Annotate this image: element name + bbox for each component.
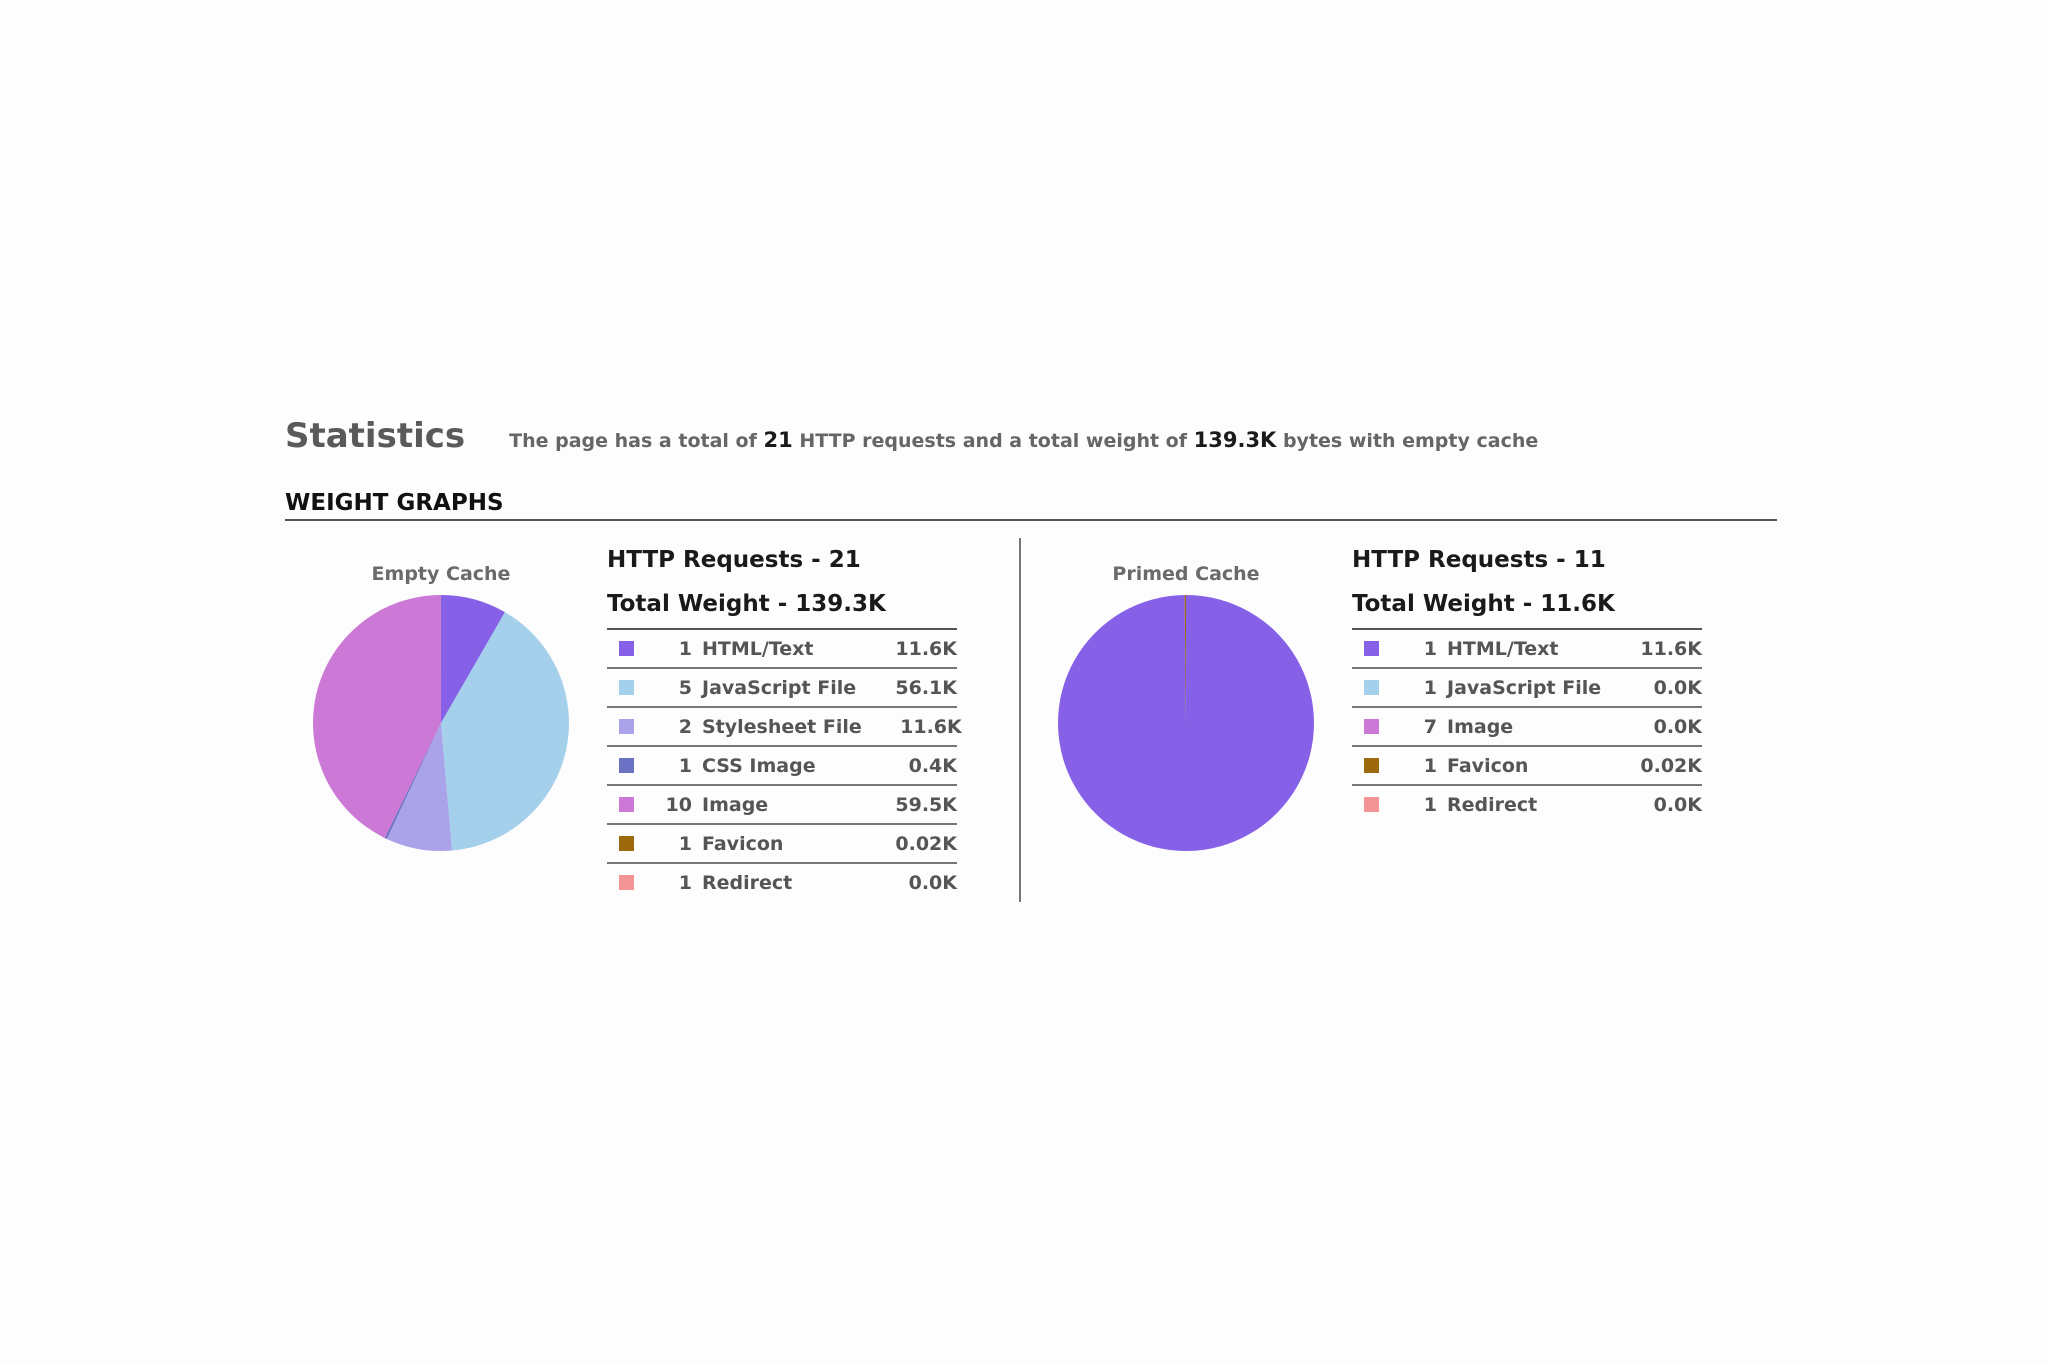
legend-count: 1 [1423, 754, 1437, 777]
legend-size: 0.4K [908, 754, 957, 777]
empty-cache-table-rule [607, 628, 957, 630]
weight-graphs-heading: WEIGHT GRAPHS [285, 490, 504, 516]
legend-count: 10 [665, 793, 692, 816]
legend-swatch [1364, 719, 1379, 734]
legend-type: HTML/Text [702, 637, 814, 660]
empty-cache-requests-heading: HTTP Requests - 21 [607, 547, 861, 573]
legend-row: 1 JavaScript File 0.0K [1352, 667, 1702, 706]
legend-swatch [1364, 680, 1379, 695]
legend-row: 1 HTML/Text 11.6K [1352, 630, 1702, 667]
legend-swatch [619, 875, 634, 890]
legend-row: 7 Image 0.0K [1352, 706, 1702, 745]
section-divider [285, 519, 1777, 521]
legend-count: 1 [678, 637, 692, 660]
legend-count: 5 [678, 676, 692, 699]
legend-swatch [619, 797, 634, 812]
legend-size: 0.02K [1640, 754, 1702, 777]
primed-cache-table-rule [1352, 628, 1702, 630]
empty-cache-legend-table: 1 HTML/Text 11.6K 5 JavaScript File 56.1… [607, 630, 962, 901]
legend-row: 1 Favicon 0.02K [607, 823, 957, 862]
statistics-header: Statistics The page has a total of 21 HT… [285, 416, 1538, 466]
legend-count: 1 [1423, 676, 1437, 699]
pie-slice-html-text [441, 595, 505, 723]
legend-count: 1 [678, 871, 692, 894]
legend-type: Image [702, 793, 769, 816]
legend-type: Favicon [702, 832, 784, 855]
legend-swatch [1364, 641, 1379, 656]
legend-size: 0.0K [1653, 676, 1702, 699]
summary-total-weight: 139.3K [1193, 428, 1277, 452]
legend-swatch [619, 758, 634, 773]
legend-size: 11.6K [895, 637, 957, 660]
legend-row: 1 Redirect 0.0K [1352, 784, 1702, 823]
primed-cache-pie-chart [1058, 595, 1314, 851]
pie-slice-stylesheet-file [386, 723, 453, 851]
pie-slice-favicon [1184, 595, 1186, 723]
vertical-divider [1019, 538, 1021, 902]
legend-swatch [619, 836, 634, 851]
legend-type: JavaScript File [702, 676, 857, 699]
legend-count: 1 [1423, 793, 1437, 816]
legend-type: Redirect [1447, 793, 1538, 816]
summary-middle: HTTP requests and a total weight of [799, 430, 1187, 452]
summary-prefix: The page has a total of [509, 430, 757, 452]
legend-size: 0.0K [1653, 715, 1702, 738]
legend-row: 1 CSS Image 0.4K [607, 745, 957, 784]
legend-swatch [1364, 758, 1379, 773]
legend-row: 2 Stylesheet File 11.6K [607, 706, 962, 745]
summary-requests-count: 21 [763, 428, 793, 452]
legend-type: CSS Image [702, 754, 816, 777]
legend-size: 11.6K [1640, 637, 1702, 660]
legend-swatch [619, 719, 634, 734]
empty-cache-pie-chart [312, 595, 569, 851]
legend-count: 1 [1423, 637, 1437, 660]
pie-slice-css-image [384, 723, 441, 839]
empty-cache-pie-title: Empty Cache [371, 563, 511, 585]
legend-row: 5 JavaScript File 56.1K [607, 667, 957, 706]
legend-row: 10 Image 59.5K [607, 784, 957, 823]
legend-count: 1 [678, 832, 692, 855]
legend-size: 11.6K [900, 715, 962, 738]
legend-type: HTML/Text [1447, 637, 1559, 660]
legend-row: 1 HTML/Text 11.6K [607, 630, 957, 667]
legend-type: JavaScript File [1447, 676, 1602, 699]
primed-cache-summary: HTTP Requests - 11 Total Weight - 11.6K … [1352, 538, 1702, 823]
empty-cache-weight-heading: Total Weight - 139.3K [607, 591, 886, 617]
legend-count: 1 [678, 754, 692, 777]
legend-swatch [619, 680, 634, 695]
legend-size: 56.1K [895, 676, 957, 699]
primed-cache-pie-title: Primed Cache [1112, 563, 1260, 585]
legend-count: 7 [1423, 715, 1437, 738]
legend-size: 0.02K [895, 832, 957, 855]
primed-cache-requests-heading: HTTP Requests - 11 [1352, 547, 1606, 573]
pie-slice-image [312, 595, 441, 838]
empty-cache-summary: HTTP Requests - 21 Total Weight - 139.3K… [607, 538, 962, 901]
legend-row: 1 Redirect 0.0K [607, 862, 957, 901]
legend-swatch [1364, 797, 1379, 812]
stats-summary: The page has a total of 21 HTTP requests… [509, 428, 1538, 452]
page-title: Statistics [285, 416, 466, 456]
pie-slice-javascript-file [441, 612, 569, 851]
legend-type: Image [1447, 715, 1514, 738]
legend-size: 0.0K [1653, 793, 1702, 816]
legend-type: Redirect [702, 871, 793, 894]
primed-cache-weight-heading: Total Weight - 11.6K [1352, 591, 1615, 617]
summary-suffix: bytes with empty cache [1282, 430, 1539, 452]
legend-size: 59.5K [895, 793, 957, 816]
primed-cache-legend-table: 1 HTML/Text 11.6K 1 JavaScript File 0.0K… [1352, 630, 1702, 823]
legend-type: Favicon [1447, 754, 1529, 777]
legend-swatch [619, 641, 634, 656]
legend-type: Stylesheet File [702, 715, 862, 738]
legend-count: 2 [678, 715, 692, 738]
legend-size: 0.0K [908, 871, 957, 894]
legend-row: 1 Favicon 0.02K [1352, 745, 1702, 784]
